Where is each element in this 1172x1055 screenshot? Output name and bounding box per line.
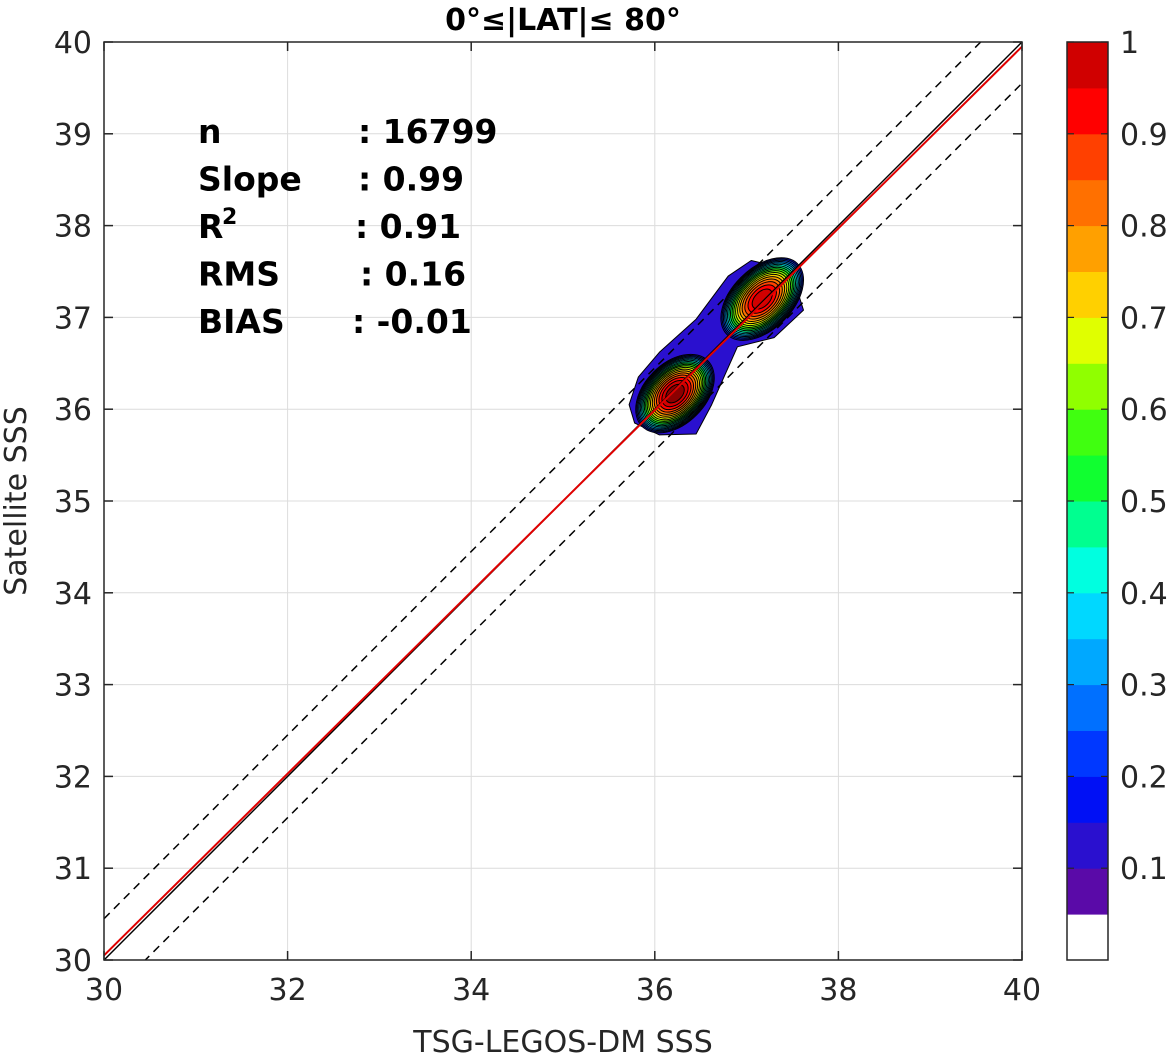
colorbar-segment	[1067, 822, 1108, 869]
stat-value: : 0.16	[360, 255, 466, 294]
stat-superscript: 2	[222, 205, 237, 230]
lower-bound-line	[144, 82, 1022, 960]
stat-label: R	[198, 207, 223, 246]
colorbar: 0.1 0.2 0.3 0.4 0.5 0.6 0.7 0.8 0.9 1	[1066, 26, 1168, 961]
colorbar-segment	[1067, 501, 1108, 548]
y-tick-label: 39	[54, 118, 92, 153]
contour-band	[665, 383, 685, 404]
colorbar-segment	[1067, 546, 1108, 594]
y-tick-label: 31	[54, 852, 92, 887]
y-tick-label: 38	[54, 210, 92, 245]
colorbar-segment	[1067, 317, 1108, 364]
upper-bound-line	[104, 42, 982, 920]
reference-lines	[104, 42, 1022, 960]
colorbar-tick-label: 0.7	[1120, 301, 1168, 336]
y-tick-label: 35	[54, 485, 92, 520]
stat-value: : 16799	[358, 112, 498, 151]
grid	[103, 41, 1023, 961]
colorbar-segment	[1067, 179, 1108, 227]
colorbar-tick-label: 1	[1120, 26, 1139, 61]
colorbar-tick-label: 0.4	[1120, 577, 1168, 612]
colorbar-segment	[1067, 225, 1108, 272]
colorbar-tick-label: 0.9	[1120, 118, 1168, 153]
y-tick-label: 32	[54, 760, 92, 795]
colorbar-segment	[1067, 363, 1108, 410]
colorbar-segment	[1067, 776, 1108, 823]
colorbar-segment	[1067, 133, 1108, 181]
axis-ticks: 30 32 34 36 38 40 30 31 32 33 34 35 36 37 38 39 40	[54, 26, 1041, 1008]
stats-box: n : 16799 Slope : 0.99 R2 : 0.91 RMS : 0.16 BIAS…	[198, 112, 498, 341]
x-tick-label: 38	[819, 973, 857, 1008]
colorbar-segment	[1067, 42, 1108, 89]
colorbar-segment	[1067, 638, 1108, 686]
colorbar-tick-label: 0.5	[1120, 485, 1168, 520]
colorbar-tick-label: 0.6	[1120, 393, 1168, 428]
stat-value: : 0.91	[355, 207, 461, 246]
y-axis-label: Satellite SSS	[0, 406, 34, 596]
colorbar-tick-label: 0.3	[1120, 669, 1168, 704]
stat-label: BIAS	[198, 302, 285, 341]
contour-band	[751, 288, 773, 310]
colorbar-tick-label: 0.8	[1120, 210, 1168, 245]
colorbar-segment	[1067, 684, 1108, 731]
stat-label: RMS	[198, 255, 280, 294]
stat-label: Slope	[198, 160, 302, 199]
colorbar-segment	[1067, 592, 1108, 640]
x-axis-label: TSG-LEGOS-DM SSS	[412, 1025, 713, 1055]
colorbar-segment	[1067, 271, 1108, 318]
colorbar-tick-label: 0.1	[1120, 852, 1168, 887]
y-tick-label: 30	[54, 944, 92, 979]
y-tick-label: 34	[54, 577, 92, 612]
colorbar-segment	[1067, 409, 1108, 456]
stat-label: n	[198, 112, 222, 151]
colorbar-segment	[1067, 87, 1108, 135]
colorbar-segment	[1067, 914, 1108, 961]
colorbar-segment	[1067, 730, 1108, 777]
colorbar-segment	[1067, 455, 1108, 502]
stat-value: : -0.01	[352, 302, 472, 341]
y-tick-label: 40	[54, 26, 92, 61]
colorbar-segment	[1067, 868, 1108, 915]
stat-value: : 0.99	[358, 160, 464, 199]
y-tick-label: 37	[54, 301, 92, 336]
x-tick-label: 32	[269, 973, 307, 1008]
x-tick-label: 36	[636, 973, 674, 1008]
x-tick-label: 40	[1003, 973, 1041, 1008]
chart-title: 0°≤|LAT|≤ 80°	[445, 3, 681, 38]
y-tick-label: 33	[54, 669, 92, 704]
x-tick-label: 34	[452, 973, 490, 1008]
fit-line	[104, 45, 1022, 957]
x-tick-label: 30	[85, 973, 123, 1008]
y-tick-label: 36	[54, 393, 92, 428]
colorbar-tick-label: 0.2	[1120, 760, 1168, 795]
